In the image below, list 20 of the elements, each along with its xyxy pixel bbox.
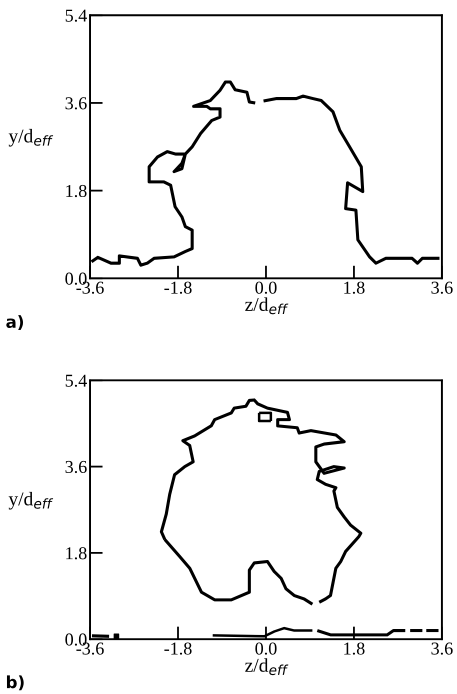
y-tick-label: 3.6 xyxy=(66,460,87,474)
x-tick-label: 1.8 xyxy=(344,282,365,294)
x-tick-label: 3.6 xyxy=(432,282,453,294)
y-axis-title: y/d$_{eff}$ xyxy=(8,492,54,510)
x-tick-label: 0.0 xyxy=(255,642,277,655)
x-tick-label: 3.6 xyxy=(432,642,453,655)
y-tick-label: 3.6 xyxy=(66,97,87,110)
x-tick-label: 1.8 xyxy=(344,642,365,655)
x-axis-title: z/d$_{eff}$ xyxy=(245,658,288,676)
y-tick-label: 5.4 xyxy=(66,10,87,22)
text: a) xyxy=(6,315,24,330)
x-axis-title: z/d$_{eff}$ xyxy=(245,297,288,314)
y-tick-label: 1.8 xyxy=(66,184,87,198)
y-tick-label: 1.8 xyxy=(66,547,87,560)
y-tick-label: 5.4 xyxy=(66,374,87,387)
x-tick-label: -1.8 xyxy=(164,642,192,655)
x-tick-label: -1.8 xyxy=(164,282,192,294)
text: b) xyxy=(6,675,24,690)
x-tick-label: 0.0 xyxy=(255,282,277,294)
y-axis-title: y/d$_{eff}$ xyxy=(8,128,54,147)
